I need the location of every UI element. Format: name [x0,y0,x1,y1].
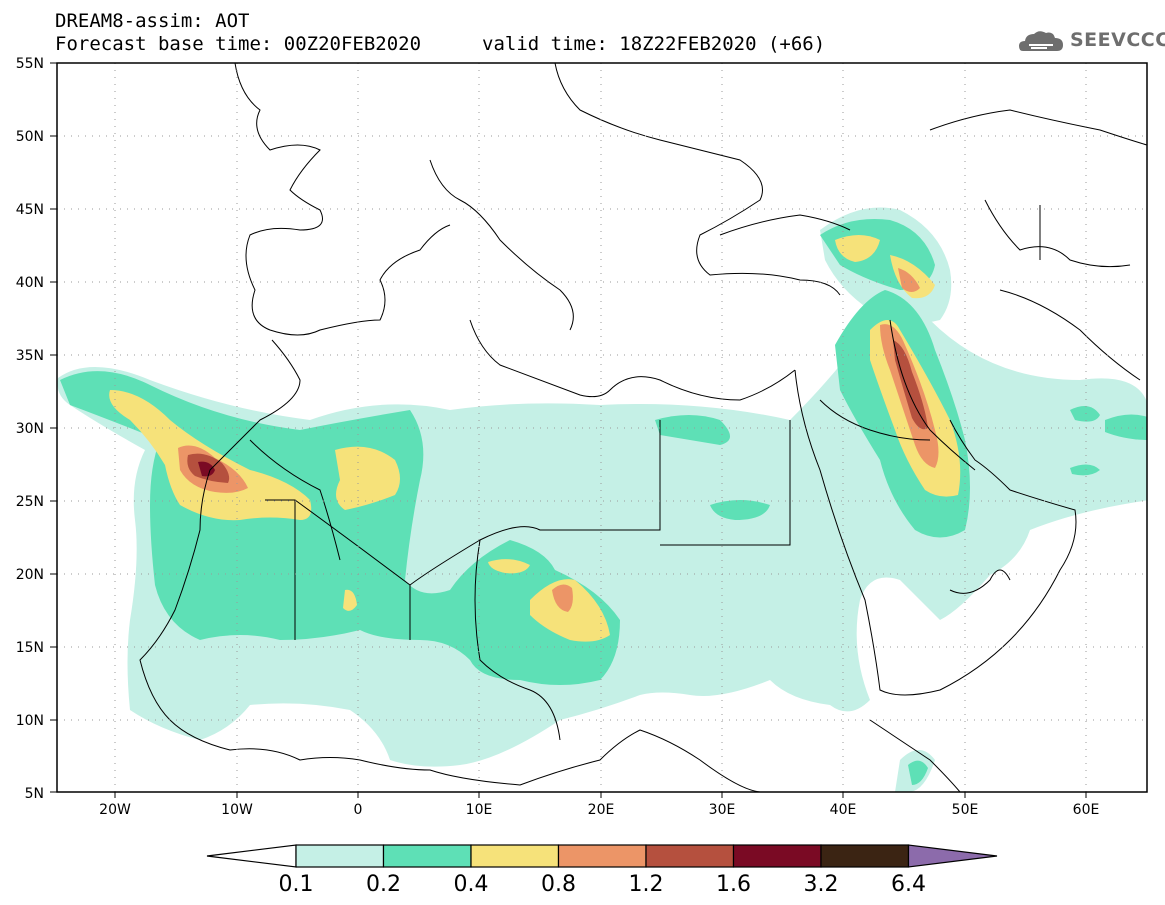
colorbar-swatch-3 [470,844,560,868]
colorbar-swatch-5 [645,844,735,868]
lat-tick-30N: 30N [16,421,44,437]
lon-tick-10E: 10E [466,802,493,818]
lon-tick-60E: 60E [1073,802,1100,818]
lat-tick-15N: 15N [16,640,44,656]
colorbar-label: 1.2 [628,872,664,897]
colorbar [206,844,998,868]
lat-tick-labels: 55N 50N 45N 40N 35N 30N 25N 20N 15N 10N … [16,56,44,802]
lat-tick-5N: 5N [25,786,44,802]
colorbar-label: 0.8 [541,872,576,897]
lon-tick-0: 0 [354,802,363,818]
colorbar-label: 1.6 [716,872,751,897]
lat-tick-25N: 25N [16,494,44,510]
forecast-base-time: Forecast base time: 00Z20FEB2020 [55,33,422,55]
lon-tick-10W: 10W [221,802,253,818]
country-borders [139,63,1147,792]
colorbar-swatch-4 [557,844,647,868]
lon-tick-labels: 20W 10W 0 10E 20E 30E 40E 50E 60E [99,802,1099,818]
product-title: DREAM8-assim: AOT [55,10,250,32]
lat-tick-50N: 50N [16,129,44,145]
colorbar-label: 0.2 [366,872,401,897]
lon-tick-20W: 20W [99,802,131,818]
lon-tick-20E: 20E [588,802,615,818]
colorbar-swatch-2 [382,844,472,868]
logo-text: SEEVCCC [1070,29,1165,51]
lat-tick-55N: 55N [16,56,44,72]
gridlines [57,63,1147,792]
aot-contours [57,207,1147,792]
colorbar-swatch-7 [820,844,910,868]
colorbar-label: 0.1 [278,872,314,897]
valid-time: valid time: 18Z22FEB2020 (+66) [482,33,826,55]
lon-tick-30E: 30E [709,802,736,818]
colorbar-label: 3.2 [803,872,839,897]
colorbar-label: 0.4 [453,872,489,897]
colorbar-swatch-1 [295,844,385,868]
lat-tick-40N: 40N [16,275,44,291]
colorbar-low-arrow [206,844,297,868]
cloud-icon [1019,31,1063,51]
lon-tick-50E: 50E [952,802,979,818]
colorbar-swatch-6 [732,844,822,868]
colorbar-high-arrow [907,844,998,868]
lat-tick-35N: 35N [16,348,44,364]
lat-tick-20N: 20N [16,567,44,583]
lon-tick-40E: 40E [830,802,857,818]
colorbar-label: 6.4 [891,872,926,897]
lat-tick-10N: 10N [16,713,44,729]
lat-tick-45N: 45N [16,202,44,218]
